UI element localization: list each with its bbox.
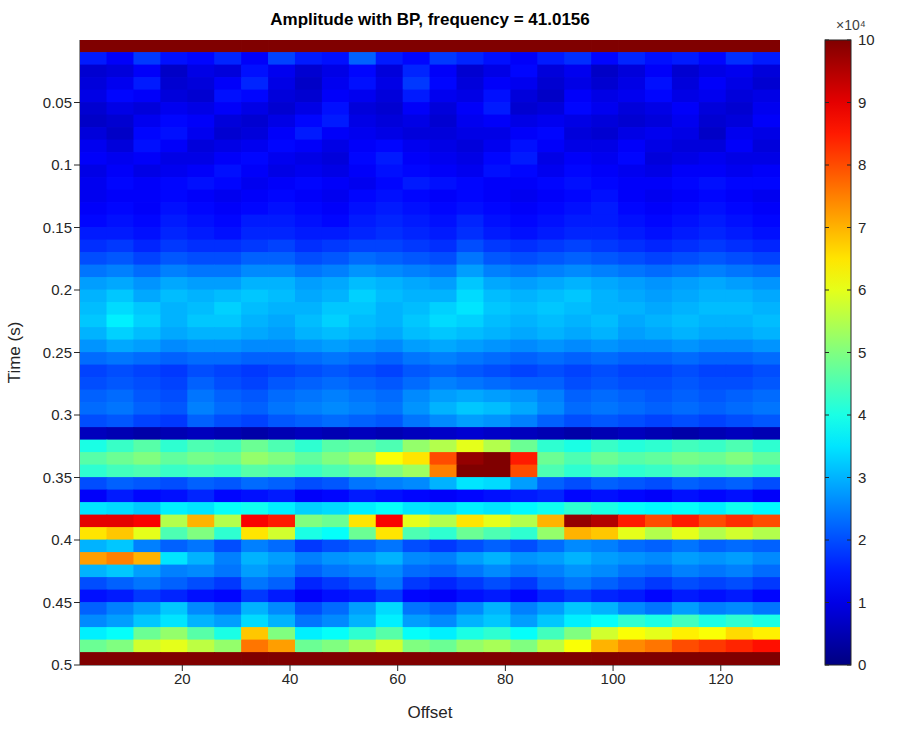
svg-text:0.3: 0.3 <box>51 406 72 423</box>
svg-text:0.1: 0.1 <box>51 156 72 173</box>
svg-text:5: 5 <box>858 344 866 361</box>
svg-text:2: 2 <box>858 531 866 548</box>
svg-text:120: 120 <box>708 670 733 687</box>
svg-text:0.35: 0.35 <box>43 469 72 486</box>
svg-text:8: 8 <box>858 156 866 173</box>
svg-text:9: 9 <box>858 94 866 111</box>
svg-text:0.25: 0.25 <box>43 344 72 361</box>
svg-text:100: 100 <box>601 670 626 687</box>
svg-text:Time (s): Time (s) <box>5 322 24 384</box>
svg-text:Offset: Offset <box>407 703 452 722</box>
svg-text:1: 1 <box>858 594 866 611</box>
svg-text:3: 3 <box>858 469 866 486</box>
svg-text:6: 6 <box>858 281 866 298</box>
svg-text:40: 40 <box>282 670 299 687</box>
svg-text:7: 7 <box>858 219 866 236</box>
svg-text:80: 80 <box>497 670 514 687</box>
svg-text:4: 4 <box>858 406 866 423</box>
svg-text:60: 60 <box>389 670 406 687</box>
svg-text:0.4: 0.4 <box>51 531 72 548</box>
svg-text:10: 10 <box>858 31 875 48</box>
html-text:Amplitude with BP, frequency =: Amplitude with BP, frequency = 41.0156 <box>270 10 590 29</box>
svg-text:0.15: 0.15 <box>43 219 72 236</box>
svg-text:0.45: 0.45 <box>43 594 72 611</box>
svg-text:×10⁴: ×10⁴ <box>836 17 866 33</box>
svg-text:0.5: 0.5 <box>51 656 72 673</box>
svg-text:0.05: 0.05 <box>43 94 72 111</box>
svg-text:0.2: 0.2 <box>51 281 72 298</box>
svg-text:0: 0 <box>858 656 866 673</box>
svg-text:20: 20 <box>174 670 191 687</box>
